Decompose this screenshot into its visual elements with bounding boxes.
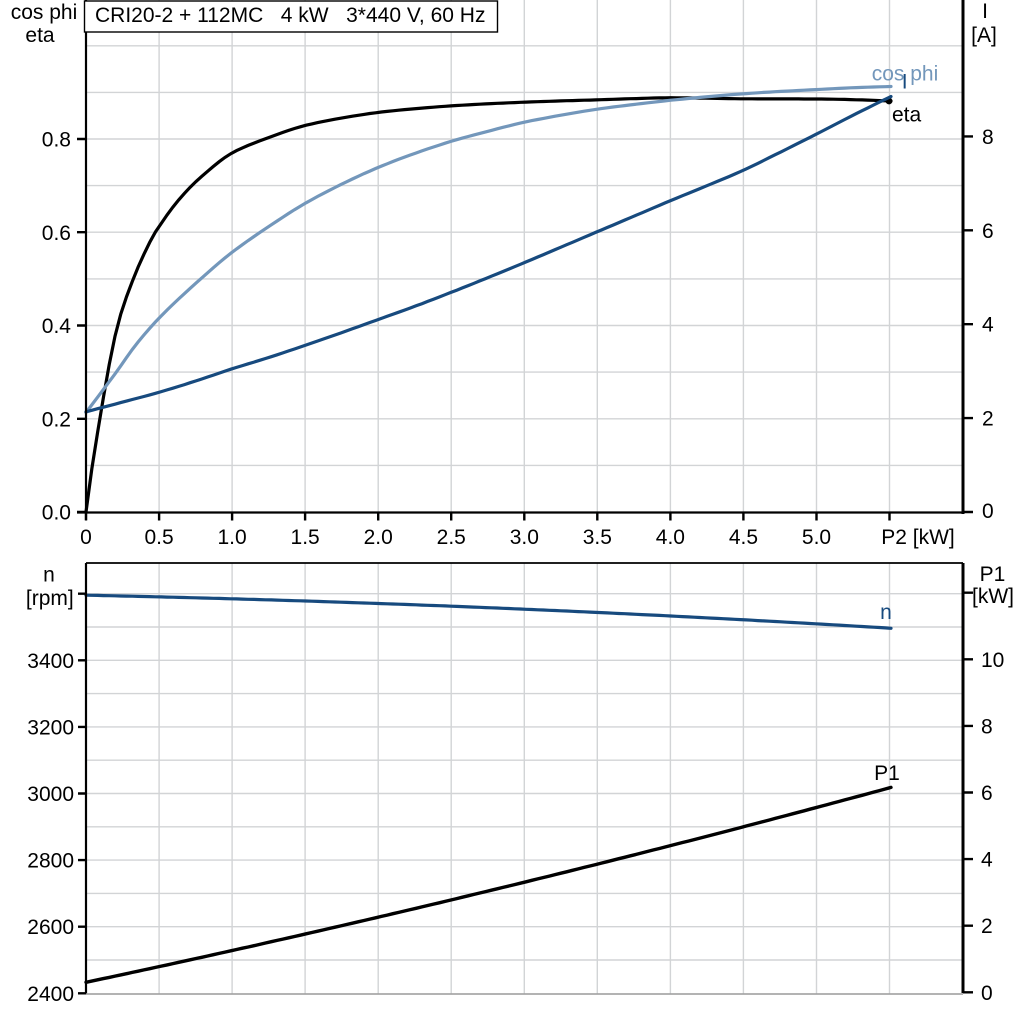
svg-text:0.2: 0.2 <box>42 408 71 431</box>
svg-text:2600: 2600 <box>27 916 74 939</box>
svg-text:3.5: 3.5 <box>583 526 612 549</box>
svg-text:n: n <box>880 601 892 624</box>
svg-text:3000: 3000 <box>27 783 74 806</box>
svg-text:n: n <box>43 564 55 587</box>
svg-text:[kW]: [kW] <box>972 585 1014 608</box>
svg-text:2800: 2800 <box>27 850 74 873</box>
svg-text:I: I <box>902 71 908 94</box>
svg-text:P1: P1 <box>980 563 1006 586</box>
svg-text:eta: eta <box>892 104 922 127</box>
svg-text:eta: eta <box>25 24 55 47</box>
svg-text:3400: 3400 <box>27 650 74 673</box>
svg-text:[rpm]: [rpm] <box>26 587 74 610</box>
svg-text:cos phi: cos phi <box>872 63 939 86</box>
svg-text:3.0: 3.0 <box>510 526 539 549</box>
svg-text:8: 8 <box>982 126 994 149</box>
svg-text:10: 10 <box>981 649 1004 672</box>
svg-text:0.4: 0.4 <box>42 315 72 338</box>
svg-text:2.5: 2.5 <box>437 526 466 549</box>
svg-text:0: 0 <box>982 500 994 523</box>
svg-text:0.0: 0.0 <box>42 502 71 525</box>
svg-text:P2 [kW]: P2 [kW] <box>881 526 955 549</box>
svg-text:0: 0 <box>80 526 92 549</box>
svg-text:2: 2 <box>981 915 993 938</box>
svg-text:5.0: 5.0 <box>802 526 831 549</box>
svg-text:4.5: 4.5 <box>729 526 758 549</box>
svg-text:6: 6 <box>981 782 993 805</box>
svg-text:1.0: 1.0 <box>217 526 246 549</box>
svg-text:8: 8 <box>981 715 993 738</box>
svg-text:4: 4 <box>981 849 993 872</box>
svg-text:1.5: 1.5 <box>291 526 320 549</box>
svg-text:2.0: 2.0 <box>364 526 393 549</box>
svg-text:[A]: [A] <box>971 24 997 47</box>
svg-text:CRI20-2 + 112MC 4 kW 3*440: CRI20-2 + 112MC 4 kW 3*440 V, 60 Hz <box>95 4 485 27</box>
svg-text:6: 6 <box>982 220 994 243</box>
svg-text:cos phi: cos phi <box>11 1 78 24</box>
svg-text:2: 2 <box>982 408 994 431</box>
svg-text:I: I <box>982 0 988 23</box>
svg-text:3200: 3200 <box>27 716 74 739</box>
svg-text:P1: P1 <box>874 762 900 785</box>
svg-text:0: 0 <box>981 982 993 1005</box>
svg-text:0.6: 0.6 <box>42 222 71 245</box>
svg-text:0.8: 0.8 <box>42 129 71 152</box>
svg-text:2400: 2400 <box>27 983 74 1006</box>
svg-text:4.0: 4.0 <box>656 526 685 549</box>
svg-text:0.5: 0.5 <box>144 526 173 549</box>
svg-text:4: 4 <box>982 314 994 337</box>
